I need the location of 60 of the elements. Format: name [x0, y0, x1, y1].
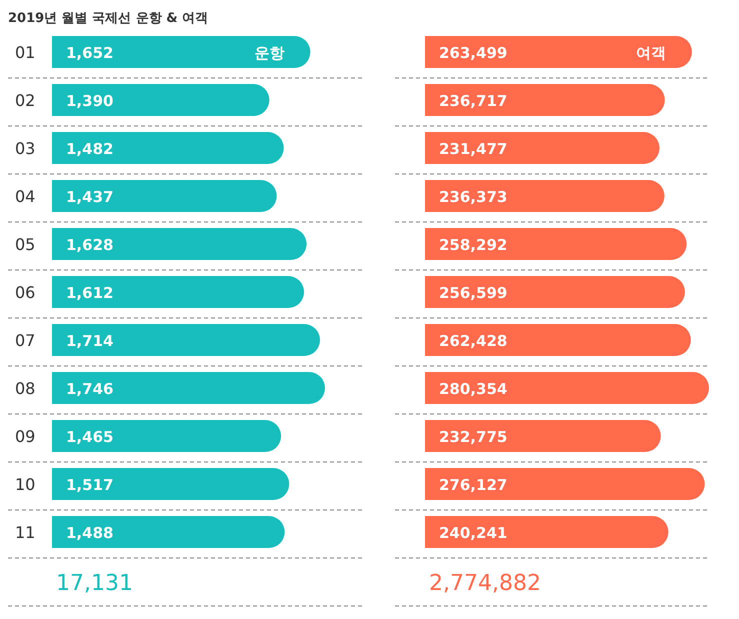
data-label: 1,714 [66, 332, 114, 350]
data-label: 1,628 [66, 236, 114, 254]
text: 2,774,882 [429, 571, 541, 596]
bar [425, 372, 709, 404]
data-label: 262,428 [439, 332, 508, 350]
bar [52, 84, 270, 116]
bar [425, 276, 685, 308]
bar [52, 324, 320, 356]
bar [425, 180, 664, 212]
bar [425, 324, 691, 356]
y-tick-label: 03 [15, 139, 36, 158]
bar [52, 468, 290, 500]
data-label: 280,354 [439, 380, 508, 398]
y-tick-label: 10 [15, 475, 36, 494]
bar [52, 132, 284, 164]
y-tick-label: 07 [15, 331, 36, 350]
bar [52, 228, 307, 260]
y-tick-label: 01 [15, 43, 36, 62]
y-tick-label: 11 [15, 523, 36, 542]
data-label: 1,390 [66, 92, 114, 110]
bar [52, 372, 325, 404]
bar [52, 516, 285, 548]
y-tick-label: 02 [15, 91, 36, 110]
data-label: 236,373 [439, 188, 508, 206]
y-tick-label: 04 [15, 187, 36, 206]
text: 17,131 [56, 571, 133, 596]
data-label: 232,775 [439, 428, 508, 446]
data-label: 1,746 [66, 380, 114, 398]
data-label: 1,437 [66, 188, 114, 206]
bar [425, 516, 668, 548]
data-label: 1,488 [66, 524, 114, 542]
bar [425, 132, 660, 164]
bar [52, 180, 277, 212]
data-label: 263,499 [439, 44, 508, 62]
y-tick-label: 06 [15, 283, 36, 302]
chart-title: 2019년 월별 국제선 운항 & 여객 [8, 11, 208, 26]
data-label: 258,292 [439, 236, 508, 254]
data-label: 256,599 [439, 284, 508, 302]
bar [52, 276, 304, 308]
bar [425, 228, 687, 260]
data-label: 1,482 [66, 140, 114, 158]
bar [425, 84, 665, 116]
bar [52, 36, 310, 68]
data-label: 240,241 [439, 524, 508, 542]
data-label: 276,127 [439, 476, 508, 494]
y-tick-label: 05 [15, 235, 36, 254]
bar [425, 420, 661, 452]
data-label: 1,517 [66, 476, 114, 494]
data-label: 1,465 [66, 428, 114, 446]
series-label: 여객 [636, 44, 666, 62]
data-label: 236,717 [439, 92, 508, 110]
bar [52, 420, 282, 452]
data-label: 1,652 [66, 44, 114, 62]
y-tick-label: 08 [15, 379, 36, 398]
bar [425, 36, 692, 68]
bar [425, 468, 705, 500]
data-label: 1,612 [66, 284, 114, 302]
y-tick-label: 09 [15, 427, 36, 446]
data-label: 231,477 [439, 140, 508, 158]
series-label: 운항 [254, 44, 284, 62]
